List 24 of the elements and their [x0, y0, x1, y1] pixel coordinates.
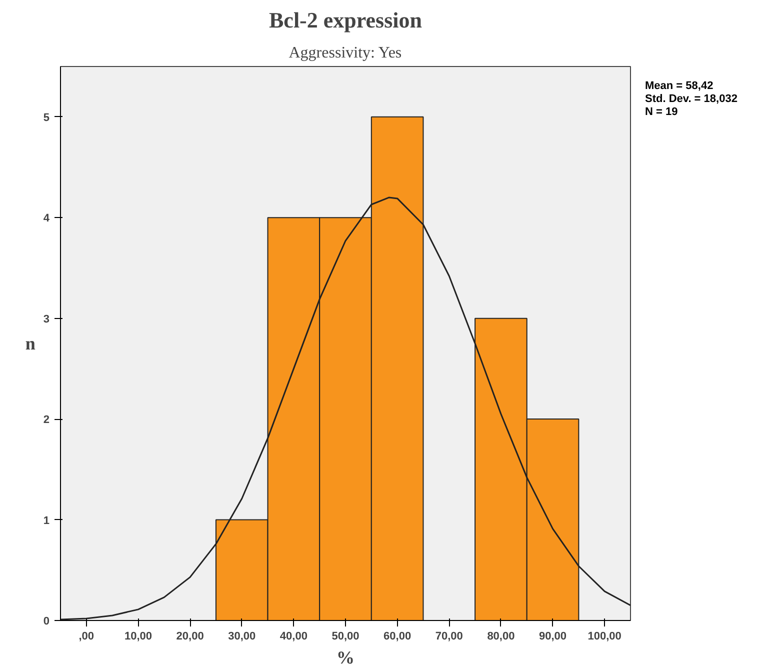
x-tick-label: 50,00: [332, 630, 360, 642]
text: N = 19: [645, 106, 679, 119]
x-tick-label: ,00: [78, 630, 94, 642]
y-axis-title: n: [25, 334, 36, 354]
chart-title: Bcl-2 expression: [269, 8, 422, 32]
x-tick-label: 20,00: [176, 630, 204, 642]
text: Mean = 58,42: [645, 80, 714, 93]
text: Std. Dev. = 18,032: [645, 93, 738, 106]
x-tick-label: 10,00: [124, 630, 152, 642]
x-tick-label: 90,00: [539, 630, 567, 642]
x-tick-label: 80,00: [487, 630, 515, 642]
y-tick-label: 0: [43, 616, 50, 628]
x-tick-label: 70,00: [435, 630, 463, 642]
y-tick-label: 3: [43, 313, 50, 326]
y-tick-label: 2: [43, 414, 50, 426]
x-tick-label: 60,00: [384, 630, 412, 642]
y-tick-label: 4: [43, 212, 50, 225]
x-tick-label: 30,00: [228, 630, 256, 642]
x-tick-label: 40,00: [280, 630, 308, 642]
y-tick-label: 5: [43, 112, 50, 124]
chart-subtitle: Aggressivity: Yes: [288, 44, 402, 62]
x-tick-label: 100,00: [588, 630, 622, 642]
x-axis-title: %: [336, 648, 354, 668]
y-tick-label: 1: [43, 514, 50, 527]
